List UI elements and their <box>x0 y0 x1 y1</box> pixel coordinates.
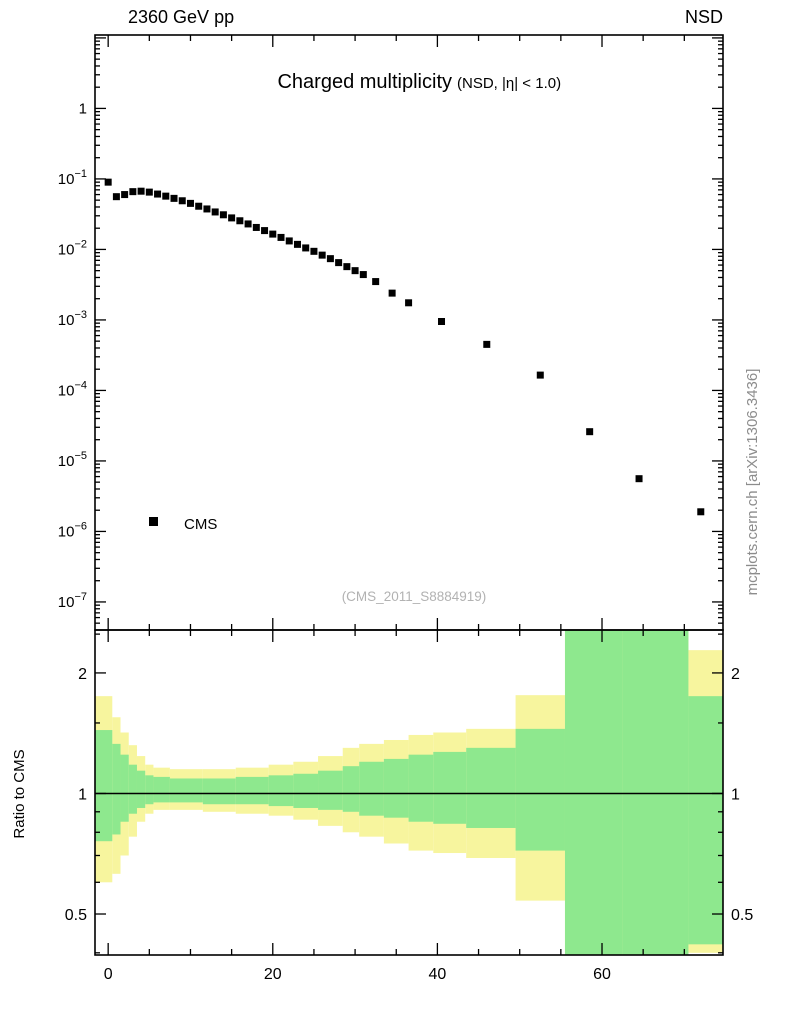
data-point <box>586 428 594 436</box>
ratio-y-tick-label-right: 1 <box>731 786 740 803</box>
data-point <box>343 263 351 271</box>
x-axis-tick-label: 60 <box>593 966 611 983</box>
data-point <box>186 199 194 207</box>
data-point <box>335 259 343 267</box>
mcplots-credit-label: mcplots.cern.ch [arXiv:1306.3436] <box>744 369 761 596</box>
ratio-y-axis-title: Ratio to CMS <box>11 749 28 838</box>
data-point <box>635 475 643 483</box>
data-point <box>372 278 380 286</box>
x-axis-tick-label: 40 <box>428 966 446 983</box>
data-point <box>236 217 244 225</box>
ratio-inner-band-segment <box>318 770 343 810</box>
ratio-y-tick-label-left: 2 <box>78 666 87 683</box>
ratio-inner-band-segment <box>136 770 146 808</box>
ratio-inner-band-segment <box>433 751 467 824</box>
ratio-inner-band-segment <box>202 778 236 805</box>
data-point <box>112 193 120 201</box>
data-point <box>405 299 413 307</box>
data-point <box>310 247 318 255</box>
ratio-inner-band-segment <box>169 778 203 803</box>
ratio-inner-band-segment <box>112 743 121 835</box>
data-point <box>170 194 178 202</box>
header-right-label: NSD <box>685 7 723 27</box>
ratio-inner-band-segment <box>95 730 113 842</box>
ratio-y-tick-label-left: 1 <box>78 786 87 803</box>
data-point <box>162 192 170 200</box>
data-point <box>121 191 129 199</box>
ratio-inner-band-segment <box>153 776 170 803</box>
data-point <box>293 240 301 248</box>
legend-label: CMS <box>184 516 217 533</box>
data-point <box>438 318 446 326</box>
ratio-inner-band-segment <box>293 773 319 808</box>
data-point <box>137 187 145 195</box>
ratio-inner-band-segment <box>622 630 689 955</box>
data-point <box>302 244 310 252</box>
data-point <box>211 208 219 216</box>
y-axis-tick-label: 10−2 <box>58 238 87 258</box>
ratio-inner-band-segment <box>145 775 154 805</box>
watermark-label: (CMS_2011_S8884919) <box>342 589 487 604</box>
y-axis-tick-label: 10−7 <box>58 591 87 611</box>
ratio-inner-band-segment <box>564 630 623 955</box>
data-point <box>261 227 269 235</box>
ratio-inner-band-segment <box>359 761 384 816</box>
ratio-inner-band-segment <box>383 758 409 818</box>
x-axis-tick-label: 20 <box>264 966 282 983</box>
y-axis-tick-label: 10−4 <box>58 379 87 399</box>
ratio-panel-frame <box>94 629 724 956</box>
data-point <box>388 289 396 297</box>
ratio-bands-layer <box>95 630 723 955</box>
ratio-y-tick-label-right: 2 <box>731 666 740 683</box>
y-axis-tick-label: 10−5 <box>58 450 87 470</box>
legend-marker-square <box>149 517 158 526</box>
ratio-inner-band-segment <box>688 696 723 945</box>
y-axis-tick-label: 10−1 <box>58 168 87 188</box>
ratio-inner-band-segment <box>120 754 129 822</box>
ratio-inner-band-segment <box>408 754 434 822</box>
y-axis-tick-label: 10−3 <box>58 309 87 329</box>
data-point <box>129 188 137 196</box>
data-point <box>697 508 705 516</box>
header-left-label: 2360 GeV pp <box>128 7 234 27</box>
plot-title: Charged multiplicity <box>277 71 452 93</box>
data-point <box>252 223 260 231</box>
data-points-layer <box>104 178 705 516</box>
data-point <box>536 371 544 379</box>
data-point <box>195 202 203 210</box>
data-point <box>285 237 293 245</box>
axes-frames-layer <box>94 34 724 956</box>
x-axis-tick-label: 0 <box>104 966 113 983</box>
ratio-y-tick-label-left: 0.5 <box>65 907 87 924</box>
plot-title-detail: (NSD, |η| < 1.0) <box>457 75 561 92</box>
ratio-inner-band-segment <box>466 747 516 828</box>
ratio-inner-band-segment <box>268 775 294 807</box>
data-point <box>219 211 227 219</box>
data-point <box>269 230 277 238</box>
main-panel-frame <box>94 34 724 631</box>
data-point <box>154 190 162 198</box>
data-point <box>483 340 491 348</box>
ratio-inner-band-segment <box>342 766 360 812</box>
data-point <box>104 178 112 186</box>
data-point <box>203 205 211 213</box>
data-point <box>228 214 236 222</box>
data-point <box>277 233 285 241</box>
data-point <box>359 271 367 279</box>
data-point <box>318 251 326 259</box>
ratio-inner-band-segment <box>235 776 269 805</box>
y-axis-tick-label: 10−6 <box>58 520 87 540</box>
y-axis-tick-label: 1 <box>79 100 87 117</box>
axis-labels-layer: 110−110−210−310−410−510−610−70.5 0.51 12 20… <box>58 100 754 983</box>
ratio-y-tick-label-right: 0.5 <box>731 907 753 924</box>
data-point <box>178 197 186 205</box>
data-point <box>145 188 153 196</box>
ratio-inner-band-segment <box>128 764 137 814</box>
data-point <box>244 220 252 228</box>
data-point <box>351 267 359 275</box>
ratio-inner-band-segment <box>515 728 565 851</box>
data-point <box>326 255 334 263</box>
